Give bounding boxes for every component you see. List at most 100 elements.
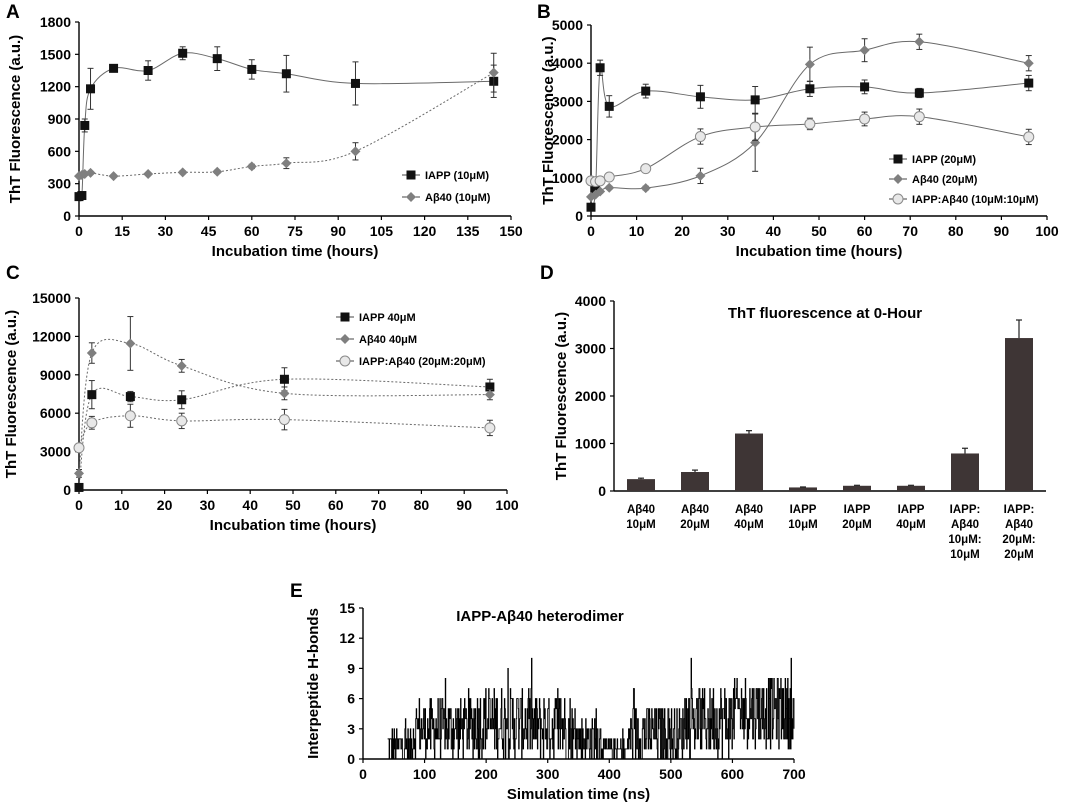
panel-a-x-tick-label: 135 bbox=[456, 223, 480, 239]
panel-a-point bbox=[177, 167, 188, 178]
panel-c-x-tick-label: 10 bbox=[114, 497, 130, 513]
panel-d-category-label: Aβ40 bbox=[627, 504, 655, 516]
panel-c-series-line bbox=[78, 338, 490, 474]
panel-c-y-tick-label: 9000 bbox=[40, 367, 71, 383]
panel-b-point bbox=[805, 84, 815, 94]
panel-c-x-tick-label: 100 bbox=[495, 497, 519, 513]
panel-c-point bbox=[279, 374, 289, 384]
panel-a-y-tick-label: 0 bbox=[63, 208, 71, 224]
panel-d-bar bbox=[951, 453, 979, 491]
panel-c-point bbox=[125, 392, 135, 402]
panel-c-point bbox=[73, 442, 85, 454]
panel-d-chart: 0 1000 2000 3000 4000 ThT Fluorescence (a.u.)… bbox=[553, 293, 1046, 561]
panel-b-legend-label: IAPP (20μM) bbox=[912, 154, 976, 166]
panel-c-point bbox=[176, 415, 188, 427]
panel-c-y-tick-label: 3000 bbox=[40, 444, 71, 460]
panel-e-x-tick-label: 0 bbox=[359, 766, 367, 782]
panel-a-point bbox=[108, 171, 119, 182]
panel-a-legend-label: IAPP (10μM) bbox=[425, 170, 489, 182]
panel-b-point bbox=[595, 63, 605, 73]
panel-c-y-tick-label: 15000 bbox=[32, 290, 71, 306]
panel-c-point bbox=[176, 360, 187, 371]
panel-e-y-tick-label: 3 bbox=[347, 721, 355, 737]
panel-b-point bbox=[604, 101, 614, 111]
panel-c-legend-label: Aβ40 40μM bbox=[359, 334, 417, 346]
panel-d-category-label: 40μM bbox=[896, 519, 925, 531]
panel-a-x-tick-label: 90 bbox=[330, 223, 346, 239]
panel-a-legend-marker bbox=[406, 192, 416, 202]
panel-b-point bbox=[914, 88, 924, 98]
panel-b-point bbox=[804, 118, 816, 130]
panel-a-x-tick-label: 45 bbox=[201, 223, 217, 239]
panel-letter-b: B bbox=[537, 2, 551, 23]
panel-e-chart: 0 3 6 9 12 15 0 100 200 300 400 500 600 700 Simulation… bbox=[305, 600, 806, 803]
panel-d-category-label: IAPP: bbox=[950, 504, 981, 516]
panel-b-x-tick-label: 10 bbox=[629, 223, 645, 239]
panel-a-x-tick-label: 150 bbox=[499, 223, 523, 239]
panel-c-y-axis-title: ThT Fluorescence (a.u.) bbox=[3, 310, 20, 478]
panel-c-legend-label: IAPP:Aβ40 (20μM:20μM) bbox=[359, 356, 486, 368]
panel-e-x-tick-label: 600 bbox=[721, 766, 745, 782]
panel-b-point bbox=[604, 182, 615, 193]
panel-a-x-tick-label: 105 bbox=[370, 223, 394, 239]
panel-a-x-axis-title: Incubation time (hours) bbox=[212, 243, 379, 260]
panel-b-y-tick-label: 3000 bbox=[552, 93, 583, 109]
panel-b-x-tick-label: 80 bbox=[948, 223, 964, 239]
panel-a-point bbox=[350, 78, 360, 88]
panel-b-legend-marker bbox=[893, 154, 903, 164]
panel-a-y-tick-label: 1800 bbox=[40, 14, 71, 30]
panel-d-category-label: Aβ40 bbox=[1005, 519, 1033, 531]
panel-letter-d: D bbox=[540, 263, 554, 284]
panel-a-point bbox=[77, 191, 87, 201]
panel-b-point bbox=[695, 92, 705, 102]
panel-a-x-tick-label: 15 bbox=[114, 223, 130, 239]
panel-b-y-axis-title: ThT Fluorescence (a.u.) bbox=[540, 36, 557, 204]
panel-d-category-label: IAPP bbox=[898, 504, 925, 516]
panel-b-x-tick-label: 40 bbox=[766, 223, 782, 239]
panel-a-y-tick-label: 600 bbox=[48, 143, 72, 159]
panel-b-point bbox=[859, 113, 871, 125]
panel-b-point bbox=[640, 163, 652, 175]
panel-d-category-label: 20μM: bbox=[1002, 534, 1035, 546]
panel-e-x-axis-title: Simulation time (ns) bbox=[507, 786, 650, 803]
panel-b-chart: 0 1000 2000 3000 4000 5000 0 10 20 30 40 50 60 70 80 90… bbox=[540, 17, 1059, 260]
panel-b-point bbox=[1023, 131, 1035, 143]
panel-b-x-tick-label: 90 bbox=[994, 223, 1010, 239]
panel-b-point bbox=[804, 59, 815, 70]
panel-b-y-tick-label: 4000 bbox=[552, 55, 583, 71]
panel-c-point bbox=[125, 338, 136, 349]
panel-d-bar bbox=[681, 472, 709, 491]
panel-d-category-label: IAPP bbox=[844, 504, 871, 516]
panel-c-x-tick-label: 0 bbox=[75, 497, 83, 513]
panel-a-point bbox=[247, 64, 257, 74]
panel-e-x-tick-label: 700 bbox=[782, 766, 806, 782]
panel-letter-a: A bbox=[6, 2, 20, 23]
panel-c-point bbox=[87, 390, 97, 400]
panel-c-x-tick-label: 80 bbox=[414, 497, 430, 513]
panel-b-y-tick-label: 5000 bbox=[552, 17, 583, 33]
panel-e-x-tick-label: 200 bbox=[474, 766, 498, 782]
panel-b-point bbox=[860, 82, 870, 92]
panel-e-y-tick-label: 6 bbox=[347, 691, 355, 707]
panel-e-y-tick-label: 0 bbox=[347, 751, 355, 767]
panel-b-legend-marker bbox=[892, 193, 904, 205]
panel-e-x-tick-label: 500 bbox=[659, 766, 683, 782]
panel-b-point bbox=[1023, 58, 1034, 69]
panel-a-point bbox=[488, 67, 499, 78]
panel-c-legend-marker bbox=[340, 334, 350, 344]
panel-b-point bbox=[1024, 78, 1034, 88]
panel-c-x-tick-label: 20 bbox=[157, 497, 173, 513]
panel-a-x-tick-label: 0 bbox=[75, 223, 83, 239]
panel-a-y-tick-label: 300 bbox=[48, 176, 72, 192]
panel-b-x-tick-label: 0 bbox=[587, 223, 595, 239]
panel-d-y-tick-label: 2000 bbox=[575, 388, 606, 404]
panel-d-category-label: IAPP: bbox=[1004, 504, 1035, 516]
panel-a-point bbox=[212, 166, 223, 177]
panel-b-x-tick-label: 30 bbox=[720, 223, 736, 239]
panel-a-x-tick-label: 60 bbox=[244, 223, 260, 239]
panel-d-category-label: Aβ40 bbox=[951, 519, 979, 531]
panel-c-point bbox=[484, 422, 496, 434]
panel-c-x-tick-label: 60 bbox=[328, 497, 344, 513]
panel-d-bar bbox=[735, 433, 763, 491]
